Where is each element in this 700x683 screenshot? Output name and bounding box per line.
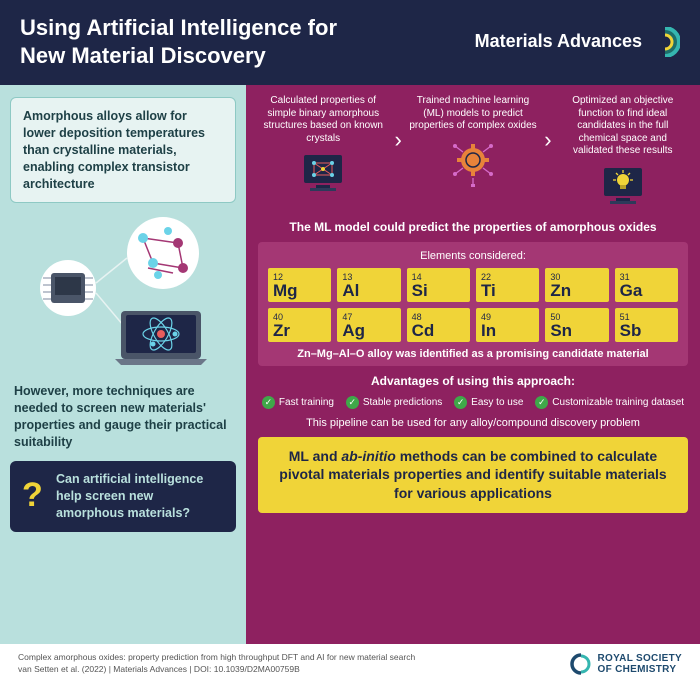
intro-info-box: Amorphous alloys allow for lower deposit… <box>10 97 236 203</box>
illustration-area <box>10 213 236 373</box>
main-content: Amorphous alloys allow for lower deposit… <box>0 85 700 644</box>
element-tile: 51Sb <box>615 308 678 342</box>
element-num: 49 <box>481 312 534 322</box>
arrow-1-icon: › <box>394 127 401 179</box>
element-num: 30 <box>550 272 603 282</box>
element-num: 51 <box>620 312 673 322</box>
element-tile: 48Cd <box>407 308 470 342</box>
elements-panel: Elements considered: 12Mg 13Al 14Si 22Ti… <box>258 242 688 366</box>
rsc-logo-icon <box>570 653 592 675</box>
advantage-item: ✓ Customizable training dataset <box>535 396 684 409</box>
advantage-text: Customizable training dataset <box>552 397 684 408</box>
advantage-item: ✓ Easy to use <box>454 396 523 409</box>
element-tile: 47Ag <box>337 308 400 342</box>
header: Using Artificial Intelligence for New Ma… <box>0 0 700 85</box>
page-title: Using Artificial Intelligence for New Ma… <box>20 14 337 69</box>
element-sym: Sn <box>550 322 603 339</box>
check-icon: ✓ <box>262 396 275 409</box>
advantage-text: Stable predictions <box>363 397 443 408</box>
periodic-grid: 12Mg 13Al 14Si 22Ti 30Zn 31Ga 40Zr 47Ag … <box>268 268 678 342</box>
step-3-text: Optimized an objective function to find … <box>558 95 688 158</box>
infographic-page: Using Artificial Intelligence for New Ma… <box>0 0 700 683</box>
advantages-list: ✓ Fast training ✓ Stable predictions ✓ Easy… <box>258 396 688 409</box>
element-num: 22 <box>481 272 534 282</box>
element-num: 50 <box>550 312 603 322</box>
brand: Materials Advances <box>475 27 680 57</box>
step-1-text: Calculated properties of simple binary a… <box>258 95 388 145</box>
element-tile: 30Zn <box>545 268 608 302</box>
element-tile: 12Mg <box>268 268 331 302</box>
element-num: 40 <box>273 312 326 322</box>
problem-text: However, more techniques are needed to s… <box>10 383 236 451</box>
element-num: 31 <box>620 272 673 282</box>
right-column: Calculated properties of simple binary a… <box>246 85 700 644</box>
element-num: 48 <box>412 312 465 322</box>
conclusion-box: ML and ab-initio methods can be combined… <box>258 437 688 514</box>
elements-considered-label: Elements considered: <box>268 250 678 262</box>
element-tile: 14Si <box>407 268 470 302</box>
element-num: 14 <box>412 272 465 282</box>
element-tile: 40Zr <box>268 308 331 342</box>
element-sym: Si <box>412 282 465 299</box>
rsc-label: ROYAL SOCIETYOF CHEMISTRY <box>598 653 682 675</box>
crystal-monitor-icon <box>296 149 350 199</box>
pipeline-note: This pipeline can be used for any alloy/… <box>258 417 688 429</box>
element-sym: Zn <box>550 282 603 299</box>
element-tile: 13Al <box>337 268 400 302</box>
advantage-item: ✓ Fast training <box>262 396 334 409</box>
citation-line-1: Complex amorphous oxides: property predi… <box>18 652 415 662</box>
advantage-item: ✓ Stable predictions <box>346 396 443 409</box>
check-icon: ✓ <box>535 396 548 409</box>
check-icon: ✓ <box>454 396 467 409</box>
rsc-brand: ROYAL SOCIETYOF CHEMISTRY <box>570 653 682 675</box>
left-column: Amorphous alloys allow for lower deposit… <box>0 85 246 644</box>
element-num: 12 <box>273 272 326 282</box>
citation-line-2: van Setten et al. (2022) | Materials Adv… <box>18 664 300 674</box>
lightbulb-monitor-icon <box>596 162 650 212</box>
brand-label: Materials Advances <box>475 31 642 52</box>
element-sym: Cd <box>412 322 465 339</box>
question-text: Can artificial intelligence help screen … <box>56 472 203 520</box>
element-tile: 49In <box>476 308 539 342</box>
question-box: ? Can artificial intelligence help scree… <box>10 461 236 532</box>
step-2: Trained machine learning (ML) models to … <box>408 95 538 212</box>
advantage-text: Easy to use <box>471 397 523 408</box>
advantages-heading: Advantages of using this approach: <box>258 374 688 388</box>
step-2-text: Trained machine learning (ML) models to … <box>408 95 538 133</box>
citation: Complex amorphous oxides: property predi… <box>18 652 415 675</box>
workflow-steps: Calculated properties of simple binary a… <box>258 95 688 212</box>
title-line-2: New Material Discovery <box>20 43 266 68</box>
ml-prediction-label: The ML model could predict the propertie… <box>258 220 688 234</box>
element-tile: 31Ga <box>615 268 678 302</box>
element-sym: Al <box>342 282 395 299</box>
element-tile: 22Ti <box>476 268 539 302</box>
footer: Complex amorphous oxides: property predi… <box>0 644 700 683</box>
result-alloy-line: Zn–Mg–Al–O alloy was identified as a pro… <box>268 348 678 360</box>
step-3: Optimized an objective function to find … <box>558 95 688 212</box>
element-sym: In <box>481 322 534 339</box>
element-sym: Sb <box>620 322 673 339</box>
element-sym: Ga <box>620 282 673 299</box>
brand-logo-icon <box>650 27 680 57</box>
advantage-text: Fast training <box>279 397 334 408</box>
element-tile: 50Sn <box>545 308 608 342</box>
element-sym: Zr <box>273 322 326 339</box>
check-icon: ✓ <box>346 396 359 409</box>
element-sym: Mg <box>273 282 326 299</box>
ml-gear-icon <box>446 137 500 187</box>
element-sym: Ti <box>481 282 534 299</box>
step-1: Calculated properties of simple binary a… <box>258 95 388 212</box>
element-num: 47 <box>342 312 395 322</box>
materials-illustration-icon <box>13 213 233 373</box>
element-num: 13 <box>342 272 395 282</box>
title-line-1: Using Artificial Intelligence for <box>20 15 337 40</box>
element-sym: Ag <box>342 322 395 339</box>
arrow-2-icon: › <box>544 127 551 179</box>
question-mark-icon: ? <box>22 473 43 519</box>
